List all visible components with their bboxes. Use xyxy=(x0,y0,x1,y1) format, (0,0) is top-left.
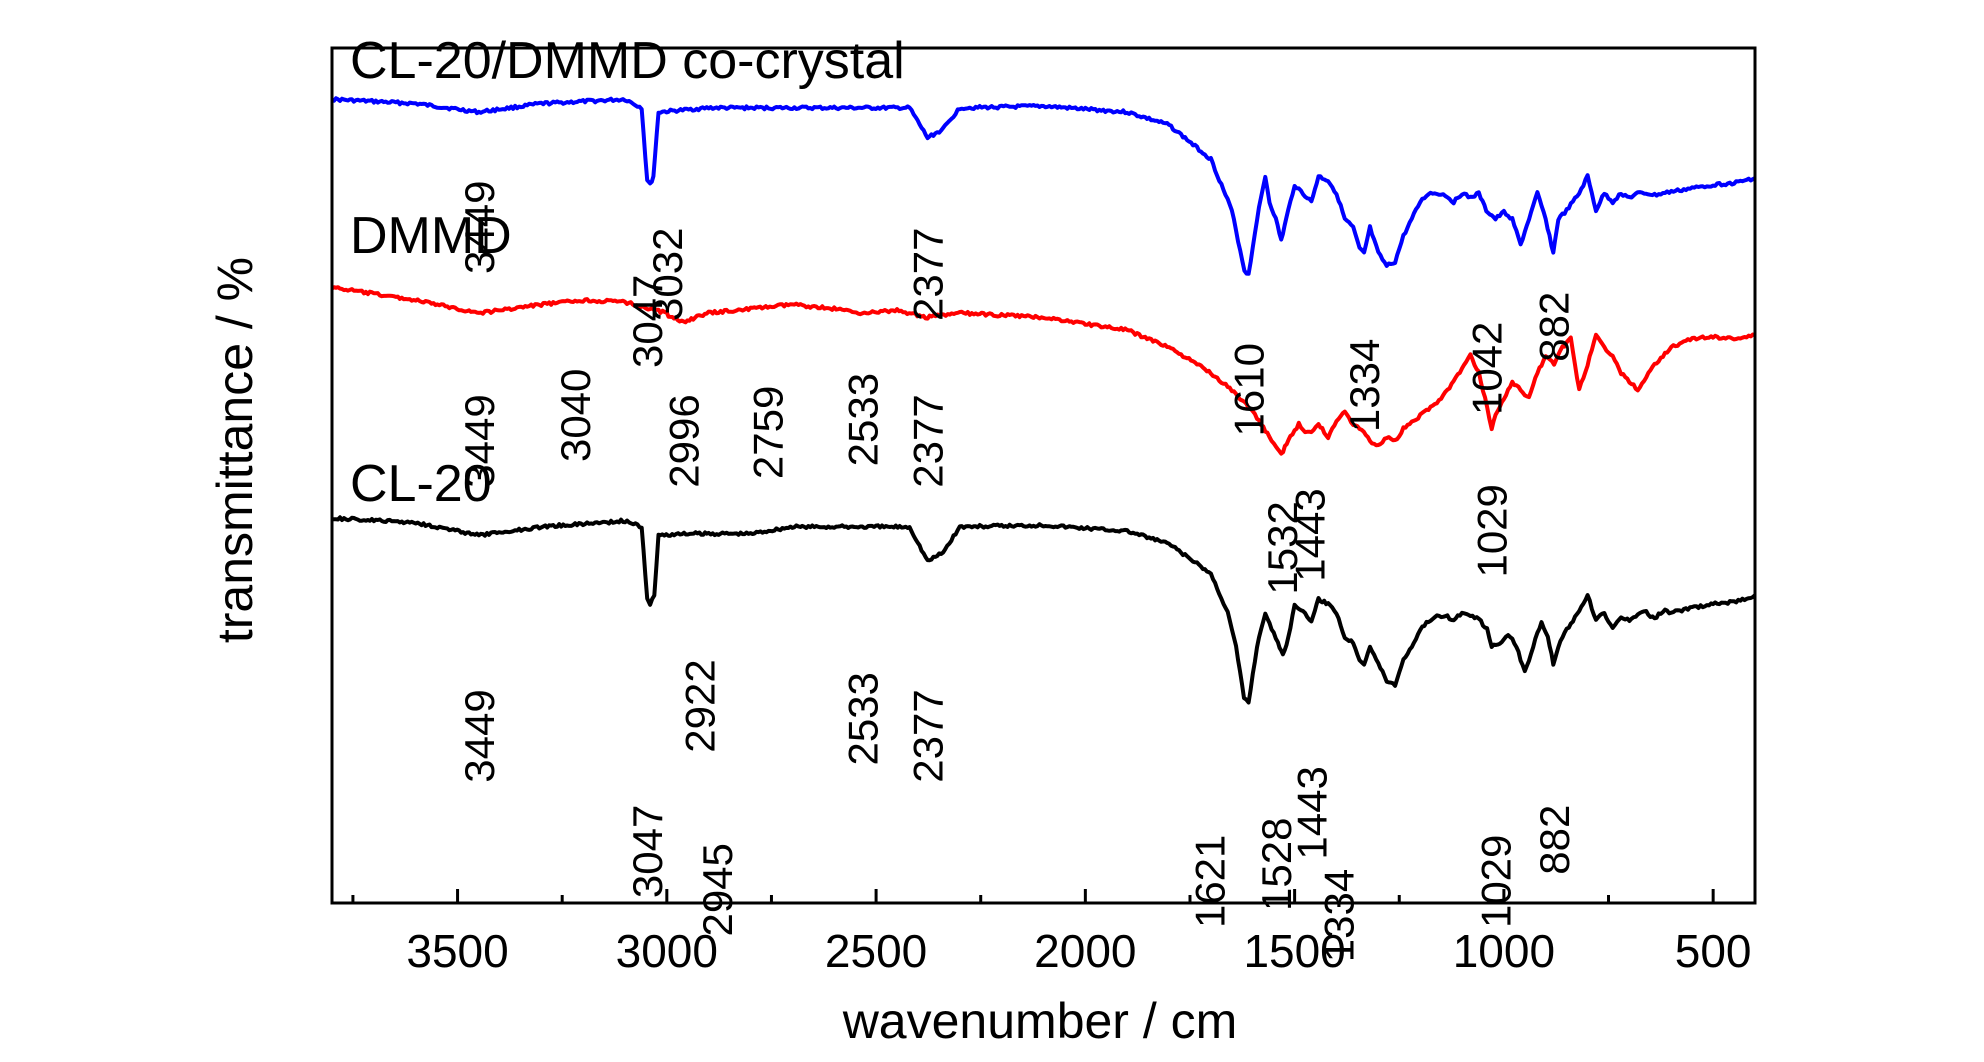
x-tick-label: 3000 xyxy=(616,925,718,977)
peak-label: 1443 xyxy=(1286,488,1333,581)
peak-label: 882 xyxy=(1531,805,1578,875)
peak-label: 3047 xyxy=(624,275,671,368)
series-label: CL-20 xyxy=(350,455,492,513)
peak-label: 2377 xyxy=(905,228,952,321)
x-tick-label: 2500 xyxy=(825,925,927,977)
peak-label: 3032 xyxy=(644,228,691,321)
x-tick-label: 1500 xyxy=(1243,925,1345,977)
series-layer xyxy=(330,96,1757,705)
peak-label: 3047 xyxy=(624,805,671,898)
series-label: CL-20/DMMD co-crystal xyxy=(350,32,905,90)
peak-label: 1334 xyxy=(1316,869,1363,962)
peak-label: 2533 xyxy=(839,373,886,466)
peak-label: 1528 xyxy=(1253,818,1300,911)
x-axis-ticks xyxy=(351,889,1715,903)
x-axis-title: wavenumber / cm xyxy=(842,993,1238,1049)
y-axis-title: transmittance / % xyxy=(207,257,263,643)
plot-frame xyxy=(330,46,1757,905)
peak-label: 2759 xyxy=(745,386,792,479)
x-axis-tick-labels: 3500 3000 2500 2000 1500 1000 500 xyxy=(406,925,1751,977)
peak-label: 3449 xyxy=(456,394,503,487)
peak-label: 2996 xyxy=(661,394,708,487)
peak-label: 2377 xyxy=(905,394,952,487)
peak-label: 1042 xyxy=(1463,322,1510,415)
x-tick-label: 3500 xyxy=(406,925,508,977)
x-tick-label: 2000 xyxy=(1034,925,1136,977)
peak-label: 1621 xyxy=(1187,835,1234,928)
peak-label: 1334 xyxy=(1341,339,1388,432)
peak-label: 1443 xyxy=(1288,766,1335,859)
peak-label: 2945 xyxy=(694,843,741,936)
peak-label: 3040 xyxy=(552,369,599,462)
peak-label: 3449 xyxy=(456,689,503,782)
series-line xyxy=(331,515,1757,705)
series-line xyxy=(330,285,1756,456)
series-labels: CL-20/DMMD co-crystal DMMD CL-20 xyxy=(350,32,905,513)
series-line xyxy=(331,96,1756,276)
peak-label: 2533 xyxy=(839,672,886,765)
x-tick-label: 500 xyxy=(1675,925,1752,977)
peak-label: 1610 xyxy=(1226,343,1273,436)
peak-label: 1029 xyxy=(1469,484,1516,577)
peak-label: 1029 xyxy=(1473,835,1520,928)
x-tick-label: 1000 xyxy=(1453,925,1555,977)
peak-label: 2377 xyxy=(905,689,952,782)
peak-label: 2922 xyxy=(677,659,724,752)
peak-label: 1532 xyxy=(1259,501,1306,594)
series-label: DMMD xyxy=(350,207,512,265)
peak-label: 882 xyxy=(1530,292,1577,362)
peak-label: 3449 xyxy=(456,181,503,274)
